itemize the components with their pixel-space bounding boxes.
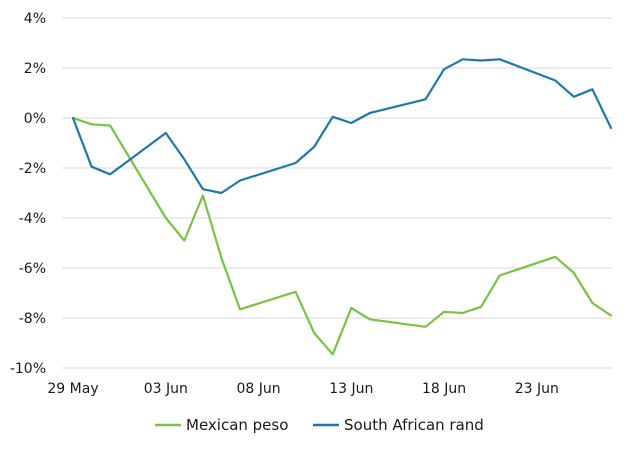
series-lines: [71, 58, 613, 356]
y-axis-ticks: -10% -8% -6% -4% -2% 0% 2% 4%: [10, 11, 46, 377]
y-tick-label: -2%: [19, 161, 46, 177]
x-tick-label: 29 May: [47, 381, 98, 397]
y-tick-label: -10%: [10, 361, 46, 377]
legend-label: Mexican peso: [186, 416, 288, 434]
series-line-south-african-rand: [71, 58, 613, 195]
x-tick-label: 03 Jun: [144, 381, 188, 397]
series-line-mexican-peso: [71, 116, 613, 356]
y-tick-label: 0%: [24, 111, 46, 127]
x-tick-label: 23 Jun: [515, 381, 559, 397]
y-tick-label: -8%: [19, 311, 46, 327]
legend: Mexican peso South African rand: [155, 416, 484, 434]
x-tick-label: 18 Jun: [422, 381, 466, 397]
y-tick-label: -4%: [19, 211, 46, 227]
x-tick-label: 08 Jun: [236, 381, 280, 397]
x-tick-label: 13 Jun: [329, 381, 373, 397]
y-tick-label: -6%: [19, 261, 46, 277]
y-tick-label: 2%: [24, 61, 46, 77]
y-tick-label: 4%: [24, 11, 46, 27]
x-axis-ticks: 29 May 03 Jun 08 Jun 13 Jun 18 Jun 23 Jun: [47, 381, 558, 397]
legend-label: South African rand: [344, 416, 484, 434]
